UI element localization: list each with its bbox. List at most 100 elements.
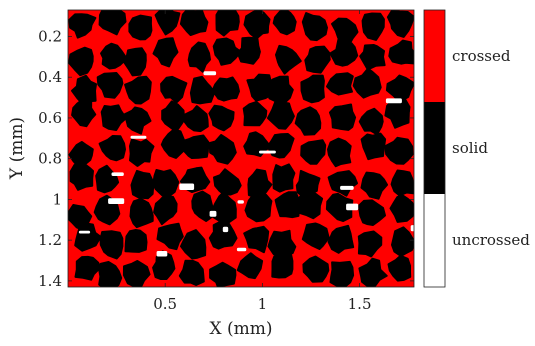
solid-grain (243, 10, 271, 40)
y-tick-label: 1 (52, 190, 62, 208)
solid-grain (358, 257, 388, 287)
solid-grain (272, 163, 296, 193)
x-tick-label: 1 (258, 295, 268, 313)
solid-grain (300, 74, 325, 104)
solid-grain (326, 72, 354, 96)
colorbar-swatch-crossed (424, 10, 445, 102)
solid-grain (360, 132, 387, 161)
uncrossed-patch (346, 203, 359, 211)
solid-grain (68, 13, 97, 39)
uncrossed-patch (111, 172, 124, 176)
solid-grain (122, 47, 147, 77)
solid-grain (327, 170, 358, 197)
solid-grain (236, 252, 264, 280)
solid-grain (156, 222, 184, 251)
solid-grain (74, 255, 102, 281)
solid-grain (128, 14, 153, 41)
solid-grain (152, 169, 180, 197)
solid-grain (389, 194, 414, 223)
solid-grain (180, 229, 207, 260)
solid-grain (246, 73, 275, 102)
y-tick-label: 0.2 (38, 27, 62, 45)
solid-grain (74, 222, 102, 252)
solid-grain (129, 138, 155, 167)
solid-grain (295, 192, 324, 220)
solid-grain (152, 250, 176, 280)
solid-grain (327, 224, 355, 254)
solid-grain (359, 44, 386, 71)
solid-grain (244, 192, 273, 223)
solid-grain (294, 106, 322, 136)
solid-grain (357, 199, 386, 226)
colorbar-label-uncrossed: uncrossed (452, 231, 530, 249)
uncrossed-patch (209, 210, 217, 217)
x-axis-label: X (mm) (209, 319, 272, 339)
uncrossed-patch (340, 185, 354, 190)
uncrossed-patch (222, 226, 229, 233)
solid-grain (71, 97, 97, 128)
y-tick-label: 0.8 (38, 150, 62, 168)
x-tick-label: 1.5 (348, 295, 372, 313)
y-axis-label: Y (mm) (7, 117, 27, 180)
solid-grain (384, 136, 414, 165)
solid-grain (271, 251, 294, 279)
solid-grain (361, 12, 385, 41)
solid-grain (179, 10, 209, 36)
solid-grain (98, 261, 123, 287)
solid-grain (329, 103, 357, 131)
uncrossed-patch (237, 200, 244, 204)
solid-grain (212, 37, 242, 66)
solid-grain (325, 192, 354, 222)
y-tick-label: 1.4 (38, 272, 62, 290)
solid-grain (98, 135, 126, 162)
solid-grain (183, 105, 209, 133)
solid-grain (236, 36, 261, 65)
solid-grain (390, 169, 414, 197)
solid-grain (358, 107, 384, 136)
solid-grain (182, 134, 210, 159)
solid-grain (153, 194, 178, 226)
solid-grain (160, 75, 188, 104)
plot-frame (67, 9, 415, 288)
uncrossed-patch (236, 247, 247, 252)
solid-grain (122, 260, 151, 287)
y-tick-label: 1.2 (38, 231, 62, 249)
solid-grain (265, 75, 294, 105)
colorbar-swatch-uncrossed (424, 194, 445, 287)
solid-grain (187, 41, 211, 73)
y-tick-label: 0.4 (38, 68, 62, 86)
solid-grain (304, 45, 331, 74)
solid-grain (329, 260, 355, 287)
uncrossed-patch (203, 71, 217, 76)
colorbar-swatch-solid (424, 102, 445, 194)
solid-grain (386, 10, 414, 38)
solid-grain (302, 255, 330, 283)
solid-grain (247, 168, 273, 198)
solid-grain (274, 191, 301, 219)
solid-grain (96, 72, 124, 99)
colorbar-label-crossed: crossed (452, 47, 511, 65)
solid-grain (160, 128, 186, 159)
x-axis-ticks: 0.5 1 1.5 (153, 10, 372, 313)
solid-grain (124, 75, 152, 105)
x-tick-label: 0.5 (153, 295, 177, 313)
uncrossed-patch (410, 225, 414, 232)
solid-grain (152, 37, 179, 68)
solid-grain (129, 198, 154, 229)
uncrossed-patch (108, 198, 125, 204)
solid-grain (189, 75, 216, 105)
solid-grain (154, 10, 181, 36)
colorbar-frame (423, 9, 446, 288)
solid-grain (301, 12, 328, 42)
uncrossed-patch (130, 135, 147, 139)
solid-grain (384, 97, 411, 129)
solid-grain (99, 230, 124, 260)
solid-grain (208, 220, 238, 250)
solid-grain (360, 171, 388, 200)
solid-grain (391, 226, 414, 257)
solid-grain (178, 259, 205, 286)
plot-area (67, 9, 415, 288)
uncrossed-patch (156, 251, 168, 257)
y-axis-ticks: 0.2 0.4 0.6 0.8 1 1.2 1.4 (38, 27, 414, 290)
solid-grain (352, 67, 382, 99)
